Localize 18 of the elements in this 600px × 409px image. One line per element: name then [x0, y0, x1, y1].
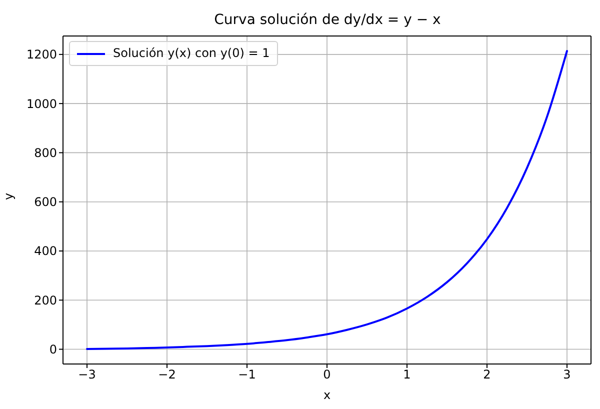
y-axis-title: y [1, 192, 16, 200]
x-tick-label: 1 [403, 368, 411, 382]
y-tick-label: 800 [34, 146, 57, 160]
y-tick-label: 1200 [26, 48, 57, 62]
y-tick-label: 400 [34, 244, 57, 258]
x-tick-label: 2 [483, 368, 491, 382]
chart-title: Curva solución de dy/dx = y − x [213, 12, 442, 28]
y-tick-label: 200 [34, 293, 57, 308]
x-tick-label: −2 [158, 368, 176, 382]
x-tick-label: 3 [563, 368, 571, 382]
x-tick-label: −3 [78, 368, 96, 382]
legend-label: Solución y(x) con y(0) = 1 [113, 45, 270, 62]
y-tick-label: 0 [49, 342, 57, 357]
x-axis-title: x [323, 388, 331, 402]
x-tick-label: 0 [323, 368, 331, 382]
y-tick-label: 600 [34, 195, 57, 210]
y-tick-label: 1000 [26, 96, 57, 111]
x-tick-label: −1 [238, 368, 256, 382]
